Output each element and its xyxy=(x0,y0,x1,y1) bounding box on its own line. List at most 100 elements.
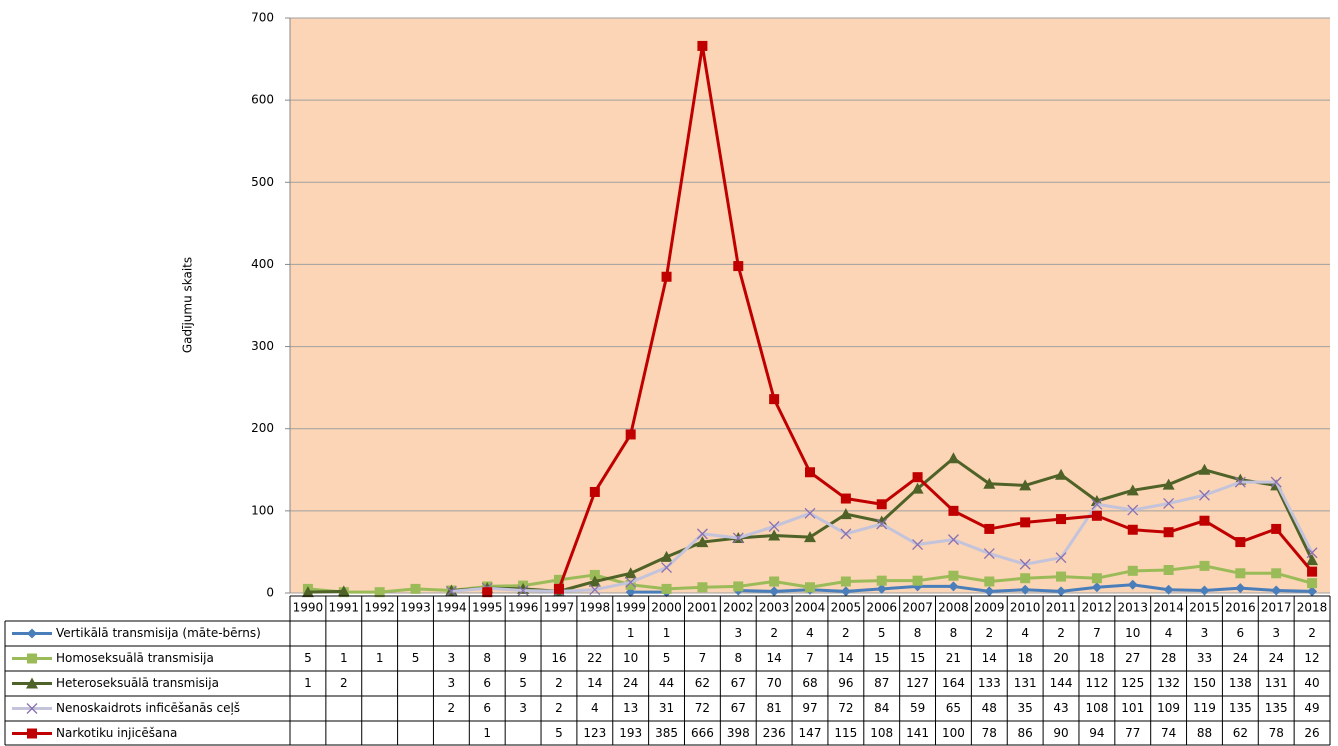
marker xyxy=(661,271,672,282)
marker xyxy=(625,576,637,588)
table-cell: 4 xyxy=(1165,626,1173,640)
table-cell: 40 xyxy=(1304,676,1319,690)
table-cell: 5 xyxy=(663,651,671,665)
table-cell: 5 xyxy=(304,651,312,665)
table-cell: 18 xyxy=(1018,651,1033,665)
marker xyxy=(1235,583,1246,594)
marker xyxy=(589,584,601,596)
marker xyxy=(876,583,887,594)
x-tick-label: 2003 xyxy=(759,601,790,615)
legend-label: Homoseksuālā transmisija xyxy=(56,651,214,665)
x-tick-label: 2000 xyxy=(651,601,682,615)
marker xyxy=(625,429,636,440)
table-cell: 141 xyxy=(906,726,929,740)
marker xyxy=(732,532,744,544)
marker xyxy=(769,576,780,587)
y-axis-label: Gadījumu skaits xyxy=(181,257,195,353)
table-cell: 44 xyxy=(659,676,674,690)
marker xyxy=(301,586,314,598)
marker xyxy=(769,394,780,405)
table-cell: 5 xyxy=(878,626,886,640)
table-cell: 13 xyxy=(623,701,638,715)
y-tick-label: 200 xyxy=(251,421,274,435)
table-cell: 27 xyxy=(1125,651,1140,665)
table-cell: 236 xyxy=(763,726,786,740)
marker xyxy=(839,508,852,520)
x-tick-label: 2006 xyxy=(866,601,897,615)
marker xyxy=(804,531,816,543)
marker xyxy=(876,499,887,510)
y-tick-label: 100 xyxy=(251,503,274,517)
table-cell: 10 xyxy=(623,651,638,665)
table-cell: 94 xyxy=(1089,726,1104,740)
table-cell: 15 xyxy=(910,651,925,665)
marker xyxy=(1091,582,1102,593)
marker xyxy=(26,703,38,714)
table-cell: 72 xyxy=(838,701,853,715)
table-cell: 22 xyxy=(587,651,602,665)
marker xyxy=(984,586,995,597)
marker xyxy=(1199,585,1210,596)
series-line xyxy=(557,44,1314,590)
table-cell: 7 xyxy=(1093,626,1101,640)
table-cell: 48 xyxy=(982,701,997,715)
marker xyxy=(1198,463,1211,475)
table-cell: 20 xyxy=(1053,651,1068,665)
x-tick-label: 2004 xyxy=(795,601,826,615)
table-cell: 35 xyxy=(1018,701,1033,715)
marker xyxy=(1163,565,1174,575)
marker xyxy=(1199,560,1210,571)
legend-label: Nenoskaidrots inficēšanās ceļš xyxy=(56,701,240,715)
x-tick-label: 1992 xyxy=(364,601,395,615)
marker xyxy=(912,539,924,550)
marker xyxy=(410,583,421,594)
marker xyxy=(1307,578,1318,589)
marker xyxy=(589,486,600,497)
table-cell: 131 xyxy=(1265,676,1288,690)
table-cell: 43 xyxy=(1053,701,1068,715)
table-cell: 70 xyxy=(766,676,781,690)
table-cell: 67 xyxy=(731,676,746,690)
marker xyxy=(445,585,457,597)
table-cell: 87 xyxy=(874,676,889,690)
marker xyxy=(26,677,38,689)
table-cell: 133 xyxy=(978,676,1001,690)
marker xyxy=(1055,468,1068,480)
table-cell: 193 xyxy=(619,726,642,740)
marker xyxy=(805,582,815,593)
marker xyxy=(983,477,996,489)
table-cell: 123 xyxy=(583,726,606,740)
table-cell: 1 xyxy=(376,651,384,665)
marker xyxy=(482,587,493,598)
marker xyxy=(733,261,744,272)
table-cell: 666 xyxy=(691,726,714,740)
marker xyxy=(1235,537,1246,548)
x-tick-label: 1998 xyxy=(580,601,611,615)
table-cell: 164 xyxy=(942,676,965,690)
table-cell: 1 xyxy=(304,676,312,690)
marker xyxy=(911,482,924,494)
table-cell: 49 xyxy=(1304,701,1319,715)
table-cell: 15 xyxy=(874,651,889,665)
table-cell: 77 xyxy=(1125,726,1140,740)
table-cell: 101 xyxy=(1121,701,1144,715)
marker xyxy=(625,579,636,590)
marker xyxy=(1306,554,1319,566)
marker xyxy=(696,536,709,548)
table-cell: 3 xyxy=(734,626,742,640)
table-cell: 2 xyxy=(985,626,993,640)
table-cell: 4 xyxy=(1021,626,1029,640)
table-cell: 6 xyxy=(483,701,491,715)
table-cell: 5 xyxy=(412,651,420,665)
marker xyxy=(1162,478,1175,490)
table-cell: 16 xyxy=(551,651,566,665)
table-cell: 21 xyxy=(946,651,961,665)
table-cell: 31 xyxy=(659,701,674,715)
table-cell: 109 xyxy=(1157,701,1180,715)
table-cell: 81 xyxy=(766,701,781,715)
table-cell: 108 xyxy=(1085,701,1108,715)
marker xyxy=(588,575,601,587)
x-tick-label: 2017 xyxy=(1261,601,1292,615)
marker xyxy=(948,570,959,581)
marker xyxy=(661,583,672,594)
